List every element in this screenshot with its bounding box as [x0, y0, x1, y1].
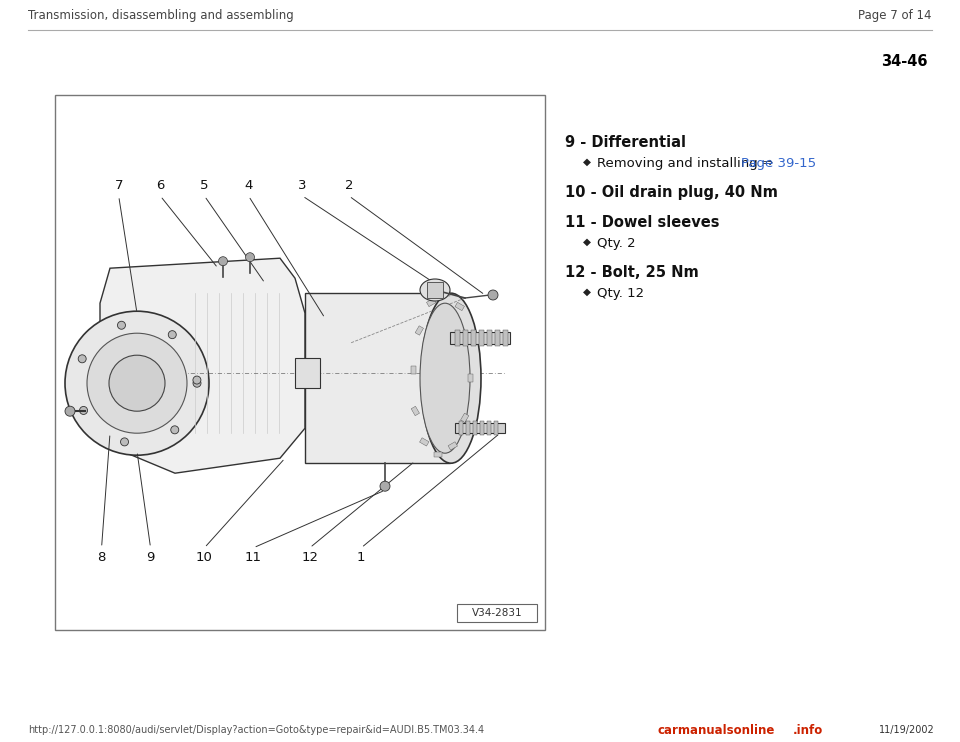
Bar	[427, 282, 443, 298]
Text: 7: 7	[114, 180, 123, 192]
Circle shape	[193, 376, 201, 384]
Text: 12 - Bolt, 25 Nm: 12 - Bolt, 25 Nm	[565, 265, 699, 280]
Circle shape	[121, 438, 129, 446]
Bar	[411, 367, 416, 374]
Circle shape	[87, 333, 187, 433]
Bar	[494, 421, 498, 436]
Circle shape	[193, 379, 201, 387]
Text: 10 - Oil drain plug, 40 Nm: 10 - Oil drain plug, 40 Nm	[565, 185, 778, 200]
Circle shape	[109, 355, 165, 411]
Bar	[468, 374, 473, 382]
Text: 11: 11	[245, 551, 262, 564]
Text: 8: 8	[97, 551, 106, 564]
Circle shape	[488, 290, 498, 300]
Circle shape	[246, 253, 254, 262]
Text: Qty. 2: Qty. 2	[597, 237, 636, 250]
Text: 9 - Differential: 9 - Differential	[565, 135, 686, 150]
Bar	[305, 293, 450, 463]
Ellipse shape	[421, 293, 481, 463]
Text: ◆: ◆	[583, 237, 591, 247]
Bar	[480, 421, 484, 436]
Circle shape	[171, 426, 179, 434]
Bar	[487, 330, 492, 347]
Text: V34-2831: V34-2831	[471, 608, 522, 618]
Circle shape	[380, 482, 390, 491]
Text: 2: 2	[345, 180, 353, 192]
Bar	[411, 407, 420, 416]
Bar	[503, 330, 508, 347]
Ellipse shape	[420, 279, 450, 301]
Ellipse shape	[420, 303, 470, 453]
Bar	[461, 413, 468, 423]
Bar	[463, 330, 468, 347]
Bar	[455, 423, 505, 433]
Text: 3: 3	[299, 180, 306, 192]
Bar	[434, 452, 442, 457]
Text: Page 39-15: Page 39-15	[741, 157, 816, 170]
Text: 5: 5	[201, 180, 208, 192]
Bar	[487, 421, 491, 436]
Text: 4: 4	[245, 180, 252, 192]
Text: 10: 10	[196, 551, 213, 564]
Circle shape	[219, 257, 228, 266]
Text: http://127.0.0.1:8080/audi/servlet/Display?action=Goto&type=repair&id=AUDI.B5.TM: http://127.0.0.1:8080/audi/servlet/Displ…	[28, 725, 484, 735]
Bar	[415, 326, 423, 335]
Bar	[448, 441, 458, 450]
Bar	[420, 438, 429, 446]
Bar	[295, 358, 320, 388]
Bar	[455, 302, 465, 311]
Circle shape	[65, 311, 209, 455]
Bar	[450, 332, 510, 344]
Circle shape	[65, 406, 75, 416]
Bar	[442, 291, 450, 296]
Text: carmanualsonline: carmanualsonline	[658, 723, 776, 737]
Circle shape	[168, 331, 177, 338]
Bar	[471, 330, 476, 347]
Text: 6: 6	[156, 180, 164, 192]
Bar	[459, 421, 463, 436]
Bar	[495, 330, 500, 347]
Text: 12: 12	[301, 551, 319, 564]
Text: ◆: ◆	[583, 157, 591, 167]
Circle shape	[117, 321, 126, 329]
Bar	[457, 604, 537, 622]
Text: 34-46: 34-46	[881, 54, 928, 70]
Text: 11 - Dowel sleeves: 11 - Dowel sleeves	[565, 215, 719, 230]
Text: .info: .info	[793, 723, 824, 737]
Polygon shape	[100, 258, 305, 473]
Text: 1: 1	[357, 551, 366, 564]
Text: Qty. 12: Qty. 12	[597, 287, 644, 300]
Text: ◆: ◆	[583, 287, 591, 297]
Text: 11/19/2002: 11/19/2002	[879, 725, 935, 735]
Bar	[466, 421, 470, 436]
Bar	[473, 421, 477, 436]
Bar	[55, 95, 545, 630]
Bar	[426, 298, 436, 306]
Bar	[479, 330, 484, 347]
Text: Page 7 of 14: Page 7 of 14	[858, 10, 932, 22]
Circle shape	[80, 407, 87, 415]
Text: Removing and installing ⇒: Removing and installing ⇒	[597, 157, 778, 170]
Text: Transmission, disassembling and assembling: Transmission, disassembling and assembli…	[28, 10, 294, 22]
Bar	[465, 332, 473, 342]
Bar	[455, 330, 460, 347]
Text: 9: 9	[146, 551, 155, 564]
Circle shape	[78, 355, 86, 363]
